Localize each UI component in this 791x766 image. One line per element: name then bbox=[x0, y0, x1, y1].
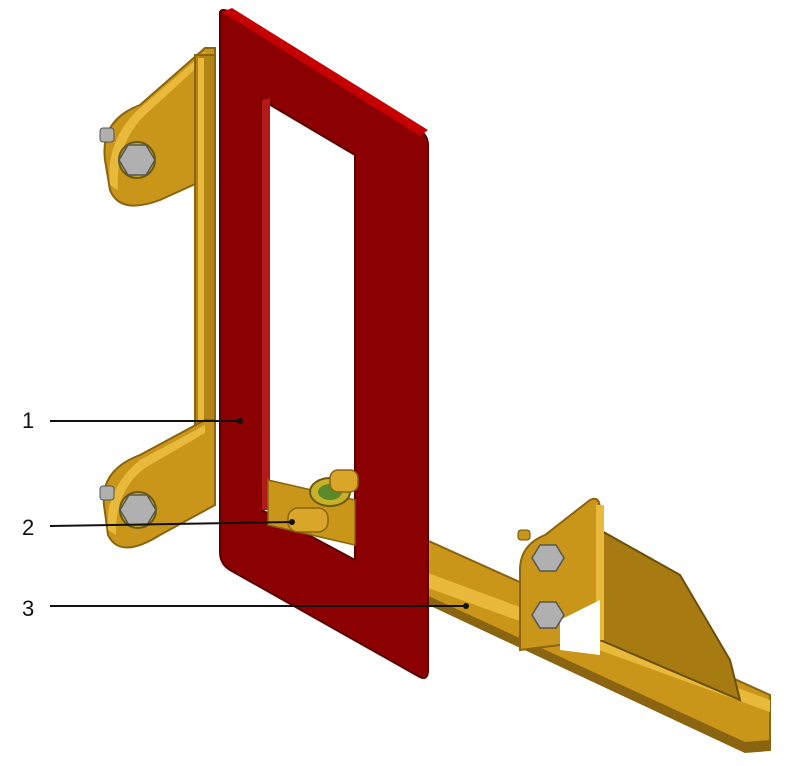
leader-dot-1 bbox=[237, 418, 243, 424]
leader-dot-2 bbox=[289, 519, 295, 525]
leader-dot-3 bbox=[463, 603, 469, 609]
shaft-pin bbox=[267, 469, 359, 546]
lower-bolt-icon bbox=[99, 485, 157, 529]
right-upper-bolt-icon bbox=[517, 529, 565, 572]
callout-label-2: 2 bbox=[22, 515, 35, 540]
back-bracket bbox=[102, 47, 216, 549]
right-lower-bolt-icon bbox=[531, 601, 565, 629]
upper-bolt-icon bbox=[99, 127, 156, 179]
callout-label-1: 1 bbox=[22, 408, 35, 433]
red-frame bbox=[219, 8, 429, 679]
callout-label-3: 3 bbox=[22, 596, 35, 621]
leader-lines bbox=[49, 420, 466, 607]
leader-line-2 bbox=[49, 521, 293, 527]
leader-dots bbox=[237, 418, 469, 609]
